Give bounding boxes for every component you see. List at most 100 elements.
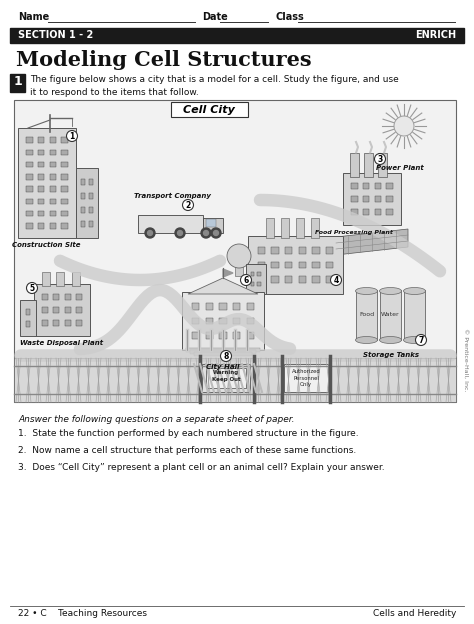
Text: 4: 4 bbox=[333, 276, 338, 285]
Bar bbox=[27, 198, 33, 204]
Text: Warning
Keep Out: Warning Keep Out bbox=[212, 370, 240, 382]
Bar bbox=[299, 276, 306, 283]
Ellipse shape bbox=[403, 288, 426, 295]
Bar bbox=[246, 332, 254, 339]
Circle shape bbox=[220, 351, 231, 361]
Bar bbox=[18, 128, 76, 238]
Bar bbox=[42, 320, 48, 326]
Circle shape bbox=[201, 228, 211, 238]
Text: City Hall: City Hall bbox=[206, 364, 240, 370]
Bar bbox=[285, 276, 292, 283]
Bar bbox=[192, 318, 200, 324]
Bar bbox=[312, 261, 319, 268]
Bar bbox=[296, 218, 304, 238]
Bar bbox=[38, 137, 45, 143]
Bar bbox=[356, 290, 377, 340]
Bar bbox=[76, 320, 82, 326]
Bar bbox=[34, 284, 90, 336]
Text: Modeling Cell Structures: Modeling Cell Structures bbox=[16, 50, 311, 70]
Bar bbox=[206, 219, 216, 227]
Text: Power Plant: Power Plant bbox=[376, 165, 424, 171]
Bar bbox=[38, 211, 45, 217]
Bar bbox=[364, 153, 373, 177]
Bar bbox=[258, 276, 265, 283]
Bar bbox=[50, 223, 56, 228]
Bar bbox=[266, 218, 274, 238]
Bar bbox=[138, 215, 203, 233]
Bar bbox=[248, 236, 343, 294]
Bar bbox=[251, 271, 255, 276]
Bar bbox=[27, 211, 33, 217]
Bar bbox=[38, 187, 45, 192]
Bar bbox=[14, 358, 456, 402]
Bar bbox=[38, 162, 45, 167]
Bar bbox=[285, 247, 292, 254]
Text: 22 • C    Teaching Resources: 22 • C Teaching Resources bbox=[18, 609, 147, 618]
Bar bbox=[50, 198, 56, 204]
Bar bbox=[192, 303, 200, 310]
Bar bbox=[61, 150, 68, 155]
Polygon shape bbox=[188, 278, 258, 294]
Bar bbox=[50, 211, 56, 217]
Bar bbox=[50, 174, 56, 180]
Bar bbox=[350, 153, 359, 177]
Text: Construction Site: Construction Site bbox=[12, 242, 80, 248]
Bar bbox=[26, 321, 30, 327]
Bar bbox=[386, 183, 392, 189]
Text: 2: 2 bbox=[185, 201, 191, 210]
Bar bbox=[257, 282, 261, 286]
Bar bbox=[343, 173, 401, 225]
Bar bbox=[206, 318, 213, 324]
Bar bbox=[72, 272, 80, 286]
Bar bbox=[89, 207, 93, 213]
Text: Cell City: Cell City bbox=[183, 105, 235, 115]
Bar bbox=[404, 290, 425, 340]
Bar bbox=[76, 307, 82, 313]
Text: ENRICH: ENRICH bbox=[415, 30, 456, 40]
Bar bbox=[38, 198, 45, 204]
Bar bbox=[233, 318, 240, 324]
Circle shape bbox=[175, 228, 185, 238]
Text: 1: 1 bbox=[13, 75, 22, 88]
Bar bbox=[272, 247, 279, 254]
Bar bbox=[61, 223, 68, 228]
Bar bbox=[378, 153, 387, 177]
Text: SECTION 1 - 2: SECTION 1 - 2 bbox=[18, 30, 93, 40]
Bar bbox=[380, 290, 401, 340]
Bar bbox=[53, 307, 59, 313]
Circle shape bbox=[211, 228, 221, 238]
Text: Storage Tanks: Storage Tanks bbox=[363, 352, 419, 358]
FancyBboxPatch shape bbox=[171, 102, 248, 117]
Bar bbox=[27, 223, 33, 228]
Bar bbox=[182, 292, 264, 350]
Text: 1: 1 bbox=[69, 132, 74, 141]
Circle shape bbox=[27, 283, 37, 293]
Circle shape bbox=[145, 228, 155, 238]
Bar bbox=[233, 303, 240, 310]
Bar bbox=[38, 223, 45, 228]
Bar bbox=[206, 303, 213, 310]
Polygon shape bbox=[223, 269, 233, 277]
Text: Date: Date bbox=[202, 12, 228, 22]
Text: Food Processing Plant: Food Processing Plant bbox=[315, 230, 393, 235]
Circle shape bbox=[66, 130, 78, 142]
Circle shape bbox=[240, 275, 252, 286]
Text: 7: 7 bbox=[419, 336, 424, 345]
Bar bbox=[351, 196, 358, 202]
Text: 5: 5 bbox=[29, 284, 35, 293]
Ellipse shape bbox=[380, 288, 401, 295]
Text: 6: 6 bbox=[243, 276, 249, 285]
Bar bbox=[258, 261, 265, 268]
Bar bbox=[281, 218, 289, 238]
Bar bbox=[27, 150, 33, 155]
Bar bbox=[50, 150, 56, 155]
Text: Answer the following questions on a separate sheet of paper.: Answer the following questions on a sepa… bbox=[18, 415, 294, 424]
Bar bbox=[351, 183, 358, 189]
Bar bbox=[10, 28, 464, 43]
Bar bbox=[246, 318, 254, 324]
Bar bbox=[61, 174, 68, 180]
Circle shape bbox=[394, 116, 414, 136]
Bar bbox=[27, 187, 33, 192]
Bar bbox=[53, 294, 59, 300]
Bar bbox=[192, 332, 200, 339]
